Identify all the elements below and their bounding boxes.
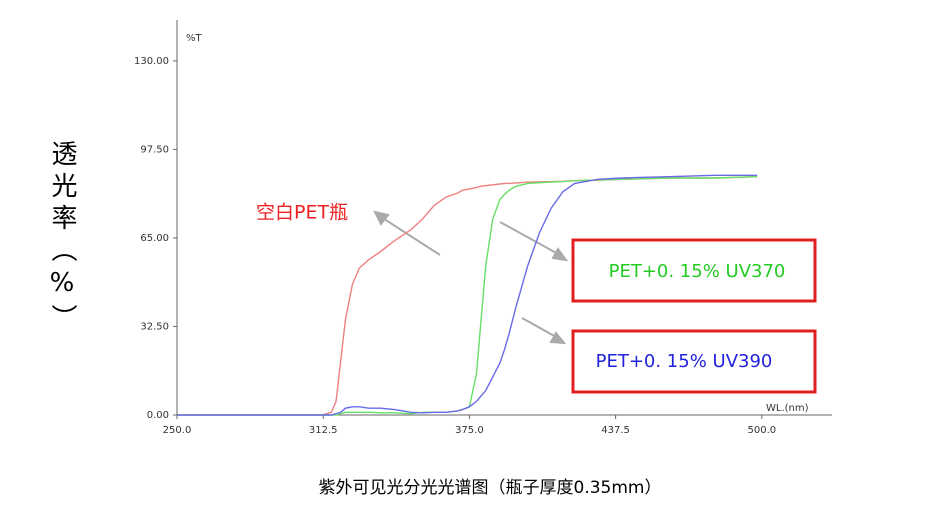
label-box [571, 238, 817, 303]
y-unit: %T [186, 33, 203, 44]
y-tick-label: 0.00 [147, 410, 169, 421]
x-tick-label: 312.5 [309, 425, 338, 436]
chart-title: 紫外可见光分光光谱图（瓶子厚度0.35mm） [319, 478, 662, 498]
x-tick-label: 375.0 [455, 425, 484, 436]
y-label: 透光率（%） [47, 140, 77, 336]
x-tick-label: 437.5 [601, 425, 630, 436]
y-tick-label: 32.50 [140, 321, 169, 332]
label-box [571, 329, 817, 394]
series-label: PET+0. 15% UV370 [609, 261, 786, 282]
x-tick-label: 250.0 [163, 425, 192, 436]
y-tick-label: 65.00 [140, 233, 169, 244]
x-unit: WL.(nm) [766, 403, 809, 414]
y-tick-label: 97.50 [140, 144, 169, 155]
arrows [373, 210, 569, 345]
series-label: PET+0. 15% UV390 [596, 351, 773, 372]
series-line [177, 174, 758, 416]
x-tick-label: 500.0 [748, 425, 777, 436]
y-tick-label: 130.00 [134, 56, 169, 67]
series-label: 空白PET瓶 [256, 202, 348, 224]
